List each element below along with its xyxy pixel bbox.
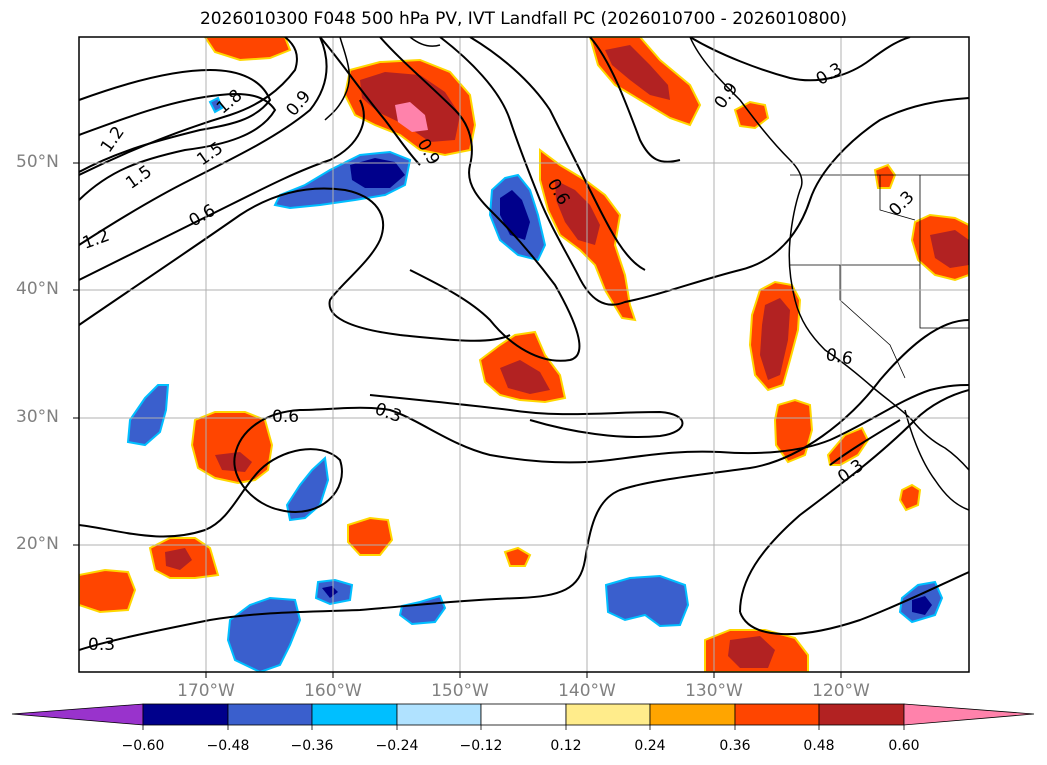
colorbar-swatch (649, 703, 736, 726)
colorbar-tick-label: −0.24 (375, 738, 419, 754)
lon-label-160w: 160°W (304, 681, 362, 701)
colorbar-tick-label: 0.24 (634, 738, 666, 754)
colorbar-tick-label: 0.60 (888, 738, 920, 754)
colorbar (11, 703, 1035, 730)
map-title: 2026010300 F048 500 hPa PV, IVT Landfall… (199, 9, 847, 29)
colorbar-swatch (480, 703, 567, 726)
colorbar-extend-low (11, 703, 144, 726)
colorbar-tick-label: −0.48 (206, 738, 250, 754)
coastline (324, 37, 969, 511)
positive-anomaly-shading (79, 37, 969, 672)
colorbar-tick-label: 0.48 (803, 738, 835, 754)
colorbar-tick-label: −0.36 (290, 738, 334, 754)
contour-label: 0.6 (824, 345, 854, 369)
lat-label-30n: 30°N (16, 407, 59, 427)
lat-label-40n: 40°N (16, 279, 59, 299)
colorbar-swatch (818, 703, 905, 726)
colorbar-tick-label: 0.12 (550, 738, 582, 754)
negative-anomaly-shading (126, 96, 944, 672)
colorbar-tick-label: −0.60 (121, 738, 165, 754)
colorbar-swatch (565, 703, 651, 726)
colorbar-swatch (227, 703, 313, 726)
colorbar-tick-label: 0.36 (719, 738, 751, 754)
colorbar-swatch (311, 703, 398, 726)
map-frame (78, 36, 970, 673)
lon-label-150w: 150°W (431, 681, 489, 701)
lat-label-20n: 20°N (16, 534, 59, 554)
lon-label-130w: 130°W (685, 681, 743, 701)
colorbar-swatch (734, 703, 820, 726)
contour-label: 0.6 (272, 407, 299, 427)
lon-label-170w: 170°W (177, 681, 235, 701)
axis-ticks (73, 162, 842, 678)
gridlines (79, 37, 969, 672)
lon-label-140w: 140°W (558, 681, 616, 701)
pv-contours (79, 37, 969, 651)
colorbar-tick-label: −0.12 (459, 738, 503, 754)
colorbar-swatch (142, 703, 229, 726)
colorbar-extend-high (903, 703, 1035, 726)
contour-label: 0.3 (88, 635, 115, 655)
colorbar-swatch (396, 703, 482, 726)
lat-label-50n: 50°N (16, 152, 59, 172)
state-borders (790, 174, 969, 379)
lon-label-120w: 120°W (812, 681, 870, 701)
